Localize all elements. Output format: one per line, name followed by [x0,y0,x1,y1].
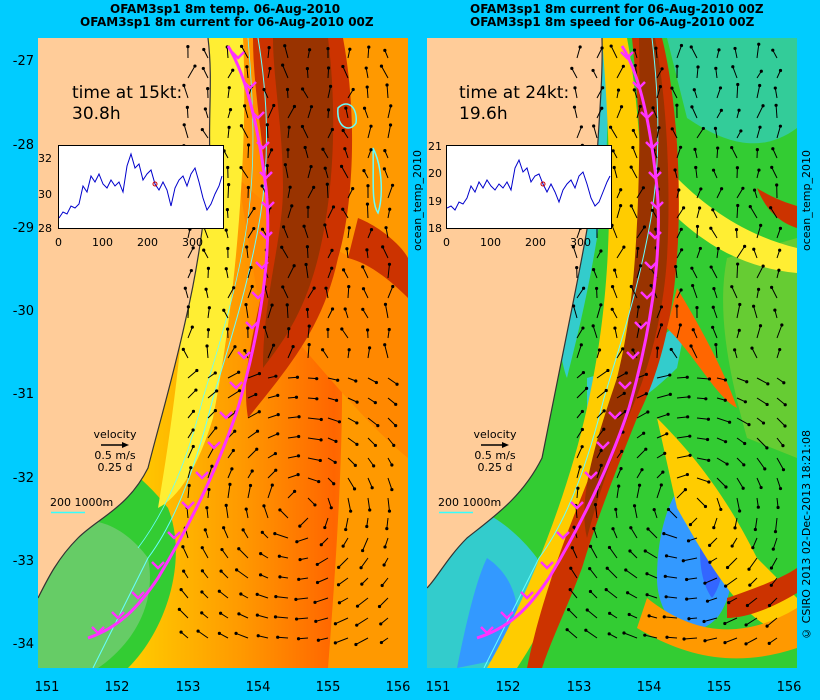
y-axis-tick-label: -34 [12,637,34,652]
right-time-label: time at 24kt: [459,83,570,103]
right-x-axis-tick-label: 152 [495,680,521,695]
right-inset-xtick: 200 [525,236,546,249]
left-ship-route [87,45,270,640]
left-time-label: time at 15kt: [72,83,183,103]
right-velocity-arrow [481,442,509,448]
right-depth-contour-legend: 200 1000m [438,496,502,509]
left-inset-xtick: 100 [92,236,113,249]
left-inset-ytick: 30 [38,188,52,201]
left-title-line1: OFAM3sp1 8m temp. 06-Aug-2010 [110,2,341,16]
y-axis-tick-label: -33 [12,554,34,569]
right-inset-ytick: 20 [428,167,442,180]
right-ship-route [476,45,660,640]
y-axis-tick-label: -32 [12,471,34,486]
left-title-line2: OFAM3sp1 8m current for 06-Aug-2010 00Z [80,15,374,29]
right-x-axis-tick-label: 154 [636,680,662,695]
right-title-line2: OFAM3sp1 8m speed for 06-Aug-2010 00Z [470,15,755,29]
left-x-axis-tick-label: 154 [245,680,271,695]
y-axis-tick-label: -31 [12,387,34,402]
y-axis-tick-label: -29 [12,221,34,236]
right-inset-ytick: 19 [428,195,442,208]
right-x-axis-tick-label: 156 [776,680,802,695]
left-velocity-arrow [101,442,129,448]
right-current-arrows [565,42,787,646]
left-inset-xtick: 0 [55,236,62,249]
left-x-axis-tick-label: 153 [175,680,201,695]
right-inset-xtick: 300 [570,236,591,249]
left-inset-xtick: 300 [182,236,203,249]
right-timeseries-inset [446,145,612,229]
right-time-value: 19.6h [459,104,508,124]
right-inset-ytick: 21 [428,140,442,153]
left-x-axis-tick-label: 156 [385,680,411,695]
left-timeseries-inset [58,145,224,229]
left-route-chevrons [91,51,275,635]
left-x-axis-tick-label: 155 [315,680,341,695]
right-inset-ytick: 18 [428,222,442,235]
left-velocity-label: velocity [93,428,137,441]
left-contour-legend-line [51,511,85,514]
right-x-axis-tick-label: 153 [566,680,592,695]
left-x-axis-tick-label: 152 [104,680,130,695]
left-inset-ytick: 28 [38,222,52,235]
left-temperature-map [38,38,408,668]
right-x-axis-tick-label: 155 [706,680,732,695]
right-velocity-time: 0.25 d [477,461,513,474]
y-axis-tick-label: -30 [12,304,34,319]
right-title-line1: OFAM3sp1 8m current for 06-Aug-2010 00Z [470,2,764,16]
left-time-value: 30.8h [72,104,121,124]
right-timeseries-line [447,158,611,211]
left-x-axis-tick-label: 151 [34,680,60,695]
left-velocity-speed: 0.5 m/s [94,449,136,462]
y-axis-tick-label: -28 [12,138,34,153]
right-inset-xtick: 0 [443,236,450,249]
left-depth-contour-legend: 200 1000m [50,496,114,509]
left-side-label: ocean_temp_2010 [411,150,424,252]
right-contour-legend-line [439,511,473,514]
right-route-chevrons [480,51,664,635]
left-inset-ytick: 32 [38,152,52,165]
y-axis-tick-label: -27 [12,54,34,69]
right-velocity-label: velocity [473,428,517,441]
right-side-label: ocean_temp_2010 [800,150,813,252]
left-inset-xtick: 200 [137,236,158,249]
right-speed-map [427,38,797,668]
right-x-axis-tick-label: 151 [425,680,451,695]
right-velocity-speed: 0.5 m/s [474,449,516,462]
right-inset-xtick: 100 [480,236,501,249]
copyright-credit: © CSIRO 2013 02-Dec-2013 18:21:08 [800,430,813,640]
left-timeseries-line [59,152,223,219]
left-velocity-time: 0.25 d [97,461,133,474]
